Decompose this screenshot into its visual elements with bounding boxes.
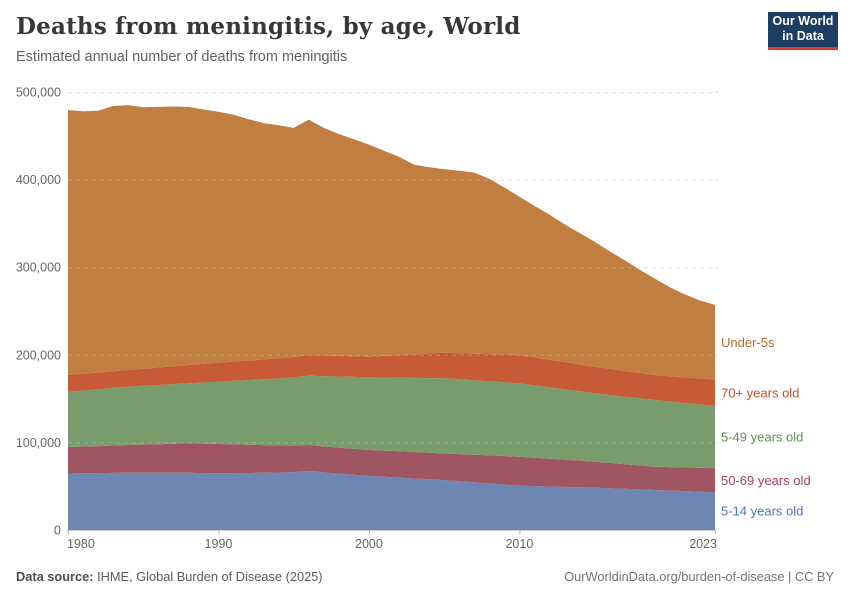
x-axis-label: 2023 (689, 537, 717, 551)
area-70-plus-years-old[interactable] (68, 352, 715, 406)
y-axis-label: 300,000 (16, 261, 61, 275)
y-axis-label: 0 (54, 524, 61, 538)
x-axis-label: 1990 (205, 537, 233, 551)
y-axis-label: 200,000 (16, 348, 61, 362)
owid-url-license-link[interactable]: OurWorldinData.org/burden-of-disease | C… (564, 569, 834, 584)
y-axis-label: 100,000 (16, 436, 61, 450)
data-source-label: Data source: (16, 569, 94, 584)
area-5-49-years-old[interactable] (68, 375, 715, 469)
data-source-note: Data source: IHME, Global Burden of Dise… (16, 569, 323, 584)
series-labels: 5-14 years old 50-69 years old 5-49 years … (721, 335, 811, 519)
page-title: Deaths from meningitis, by age, World (16, 13, 521, 40)
y-axis-label: 500,000 (16, 86, 61, 100)
chart-footer: Data source: IHME, Global Burden of Dise… (16, 569, 834, 584)
x-axis-label: 2000 (355, 537, 383, 551)
x-axis: 1980 1990 2000 2010 2023 (67, 530, 717, 551)
x-axis-label: 2010 (505, 537, 533, 551)
y-axis-label: 400,000 (16, 173, 61, 187)
series-label-5-14-years-old[interactable]: 5-14 years old (721, 504, 803, 519)
series-label-under-5s[interactable]: Under-5s (721, 335, 775, 350)
area-5-14-years-old[interactable] (68, 471, 715, 530)
owid-logo[interactable]: Our World in Data (768, 12, 838, 50)
page-subtitle: Estimated annual number of deaths from m… (16, 49, 348, 65)
series-label-50-69-years-old[interactable]: 50-69 years old (721, 473, 811, 488)
plot-areas[interactable] (68, 105, 715, 530)
x-axis-label: 1980 (67, 537, 95, 551)
data-source-text: IHME, Global Burden of Disease (2025) (93, 569, 323, 584)
gridlines (66, 92, 718, 531)
series-label-70-plus-years-old[interactable]: 70+ years old (721, 385, 799, 400)
y-axis: 0 100,000 200,000 300,000 400,000 500,000 (16, 86, 61, 538)
owid-logo-line2: in Data (782, 29, 824, 43)
owid-logo-line1: Our World (772, 14, 834, 28)
area-under-5s[interactable] (68, 105, 715, 380)
area-50-69-years-old[interactable] (68, 443, 715, 493)
series-label-5-49-years-old[interactable]: 5-49 years old (721, 430, 803, 445)
